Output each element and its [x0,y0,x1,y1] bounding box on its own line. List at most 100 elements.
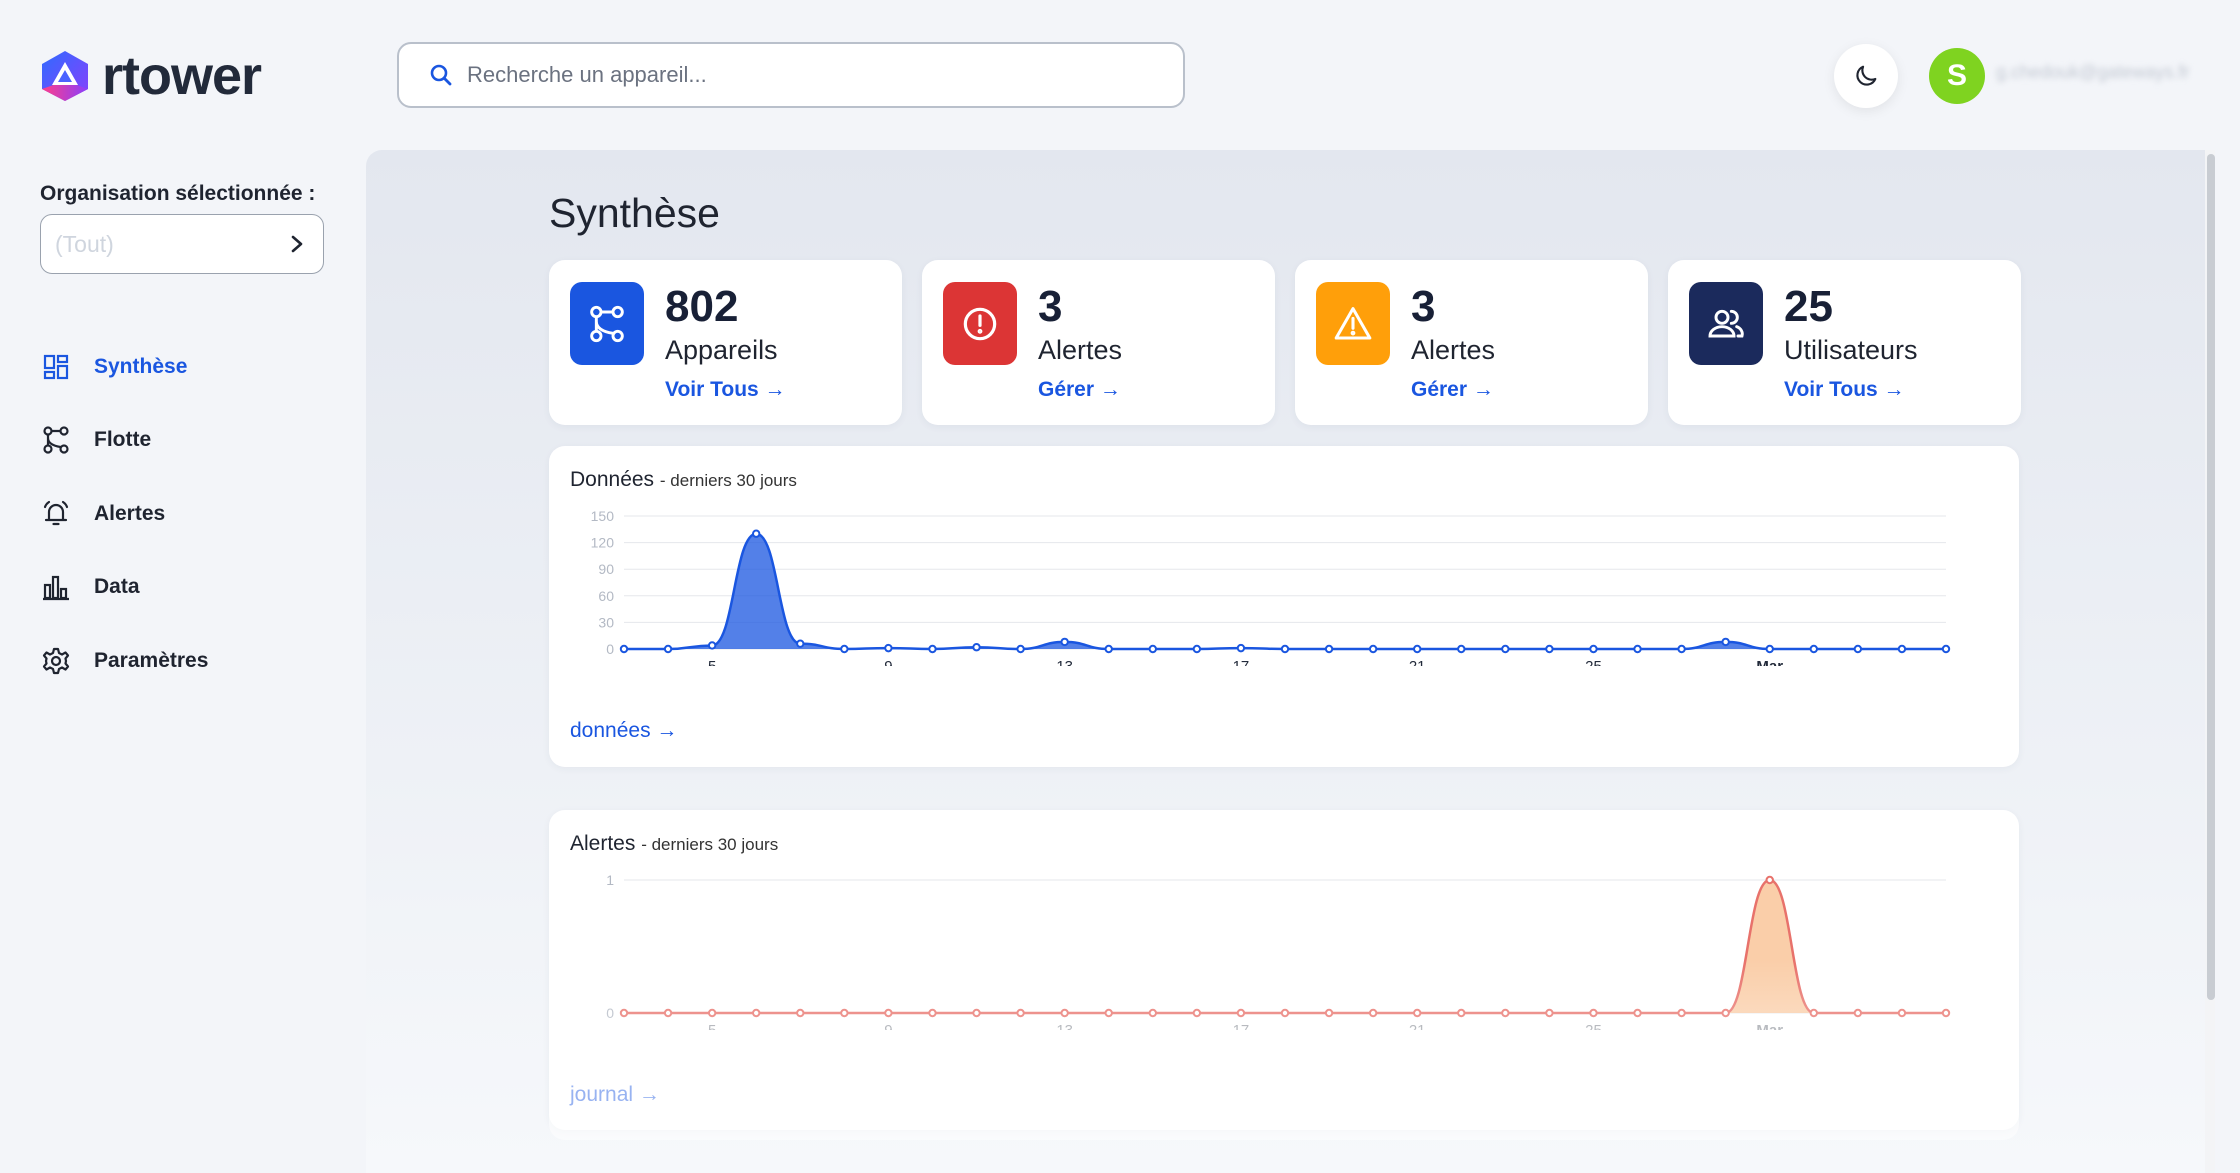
warning-icon [1316,282,1390,365]
chart-subtitle: - derniers 30 jours [659,471,797,490]
bar-chart-icon [40,571,72,603]
data-point [1589,644,1598,654]
data-point [1897,1008,1907,1018]
search-input[interactable] [467,62,1147,88]
data-point [796,639,805,648]
stat-value: 802 [665,282,739,331]
x-tick-label: 21 [1409,1022,1426,1030]
data-point [1060,1008,1069,1018]
org-select[interactable]: (Tout) [40,214,324,274]
data-point [619,644,629,654]
x-tick-label: 9 [884,658,892,666]
stat-card-users: 25 Utilisateurs Voir Tous → [1668,260,2021,425]
x-tick-label: 21 [1409,658,1426,666]
data-point [1016,644,1025,654]
y-tick-label: 0 [606,1005,614,1021]
moon-icon [1856,65,1877,86]
y-tick-label: 0 [606,641,614,657]
x-tick-label: 17 [1233,1022,1250,1030]
data-point [1721,1008,1730,1018]
data-point [1413,644,1422,654]
fleet-icon [570,282,644,365]
x-tick-label: 5 [708,658,716,666]
y-tick-label: 120 [591,535,615,551]
data-point [1897,644,1907,654]
theme-toggle-button[interactable] [1834,44,1898,108]
chart-title: Alertes - derniers 30 jours [570,832,778,856]
data-chart: 0 30 60 90 120 150 5 9 13 17 21 25 Mar [591,508,1951,666]
data-point [1457,1008,1466,1018]
x-tick-label: 13 [1056,1022,1073,1030]
data-point [752,1008,761,1018]
series-line [623,532,1946,651]
x-tick-label: 25 [1585,658,1602,666]
data-point [1765,644,1774,654]
stat-label: Appareils [665,335,778,365]
data-point [1589,1008,1598,1018]
data-point [1941,644,1951,654]
sidebar-item-parametres[interactable]: Paramètres [40,624,208,698]
sidebar-item-label: Data [94,575,140,599]
user-email[interactable]: g.chedouk@gateways.fr [1996,62,2190,82]
data-point [1809,644,1819,654]
data-point [1236,643,1246,653]
data-point [1677,644,1686,654]
sidebar-item-synthese[interactable]: Synthèse [40,330,208,404]
manage-critical-alerts-link[interactable]: Gérer → [1038,378,1121,401]
sidebar-item-alertes[interactable]: Alertes [40,477,208,551]
alerts-chart-card: Alertes - derniers 30 jours 0 1 5 9 13 17 21 25… [549,810,2019,1130]
x-tick-label: 17 [1233,658,1250,666]
view-all-devices-link[interactable]: Voir Tous → [665,378,786,401]
sidebar-item-label: Synthèse [94,354,188,378]
data-point [1016,1008,1025,1018]
data-point [1324,1008,1334,1018]
data-point [1104,1008,1113,1018]
x-tick-label: Mar [1756,658,1783,666]
logo[interactable]: rtower [40,45,262,107]
data-point [1501,1008,1510,1018]
stat-label: Utilisateurs [1784,335,1918,365]
org-select-value: (Tout) [55,230,114,257]
avatar[interactable]: S [1929,48,1985,104]
search-bar[interactable] [397,42,1185,108]
data-point [1809,1008,1819,1018]
data-point [619,1008,629,1018]
scrollbar-thumb[interactable] [2207,154,2215,1000]
data-point [840,644,849,654]
data-point [1545,1008,1554,1018]
data-point [1501,644,1510,654]
page-title: Synthèse [549,190,720,236]
journal-link[interactable]: journal → [570,1083,660,1106]
data-point [1368,1008,1378,1018]
data-point [972,1008,981,1018]
data-point [972,643,981,652]
data-point [1148,644,1157,654]
x-tick-label: 9 [884,1022,892,1030]
sidebar-item-label: Flotte [94,428,152,452]
data-link[interactable]: données → [570,719,678,742]
manage-warning-alerts-link[interactable]: Gérer → [1411,378,1494,401]
stat-card-warning-alerts: 3 Alertes Gérer → [1295,260,1648,425]
sidebar-item-flotte[interactable]: Flotte [40,404,208,478]
stat-label: Alertes [1038,335,1123,365]
sidebar-item-data[interactable]: Data [40,551,208,625]
x-tick-label: 25 [1585,1022,1602,1030]
x-tick-label: Mar [1756,1022,1783,1030]
sidebar-item-label: Paramètres [94,648,209,672]
chart-title-text: Alertes [570,832,636,855]
data-chart-card: Données - derniers 30 jours 0 30 60 90 120 15… [549,446,2019,767]
chart-title-text: Données [570,468,655,491]
y-tick-label: 150 [591,508,615,524]
data-point [1677,1008,1686,1018]
data-point [928,1008,937,1018]
logo-text: rtower [102,46,262,106]
view-all-users-link[interactable]: Voir Tous → [1784,378,1905,401]
data-point [796,1008,805,1018]
data-point [707,1008,717,1018]
alerts-chart: 0 1 5 9 13 17 21 25 Mar [606,872,1951,1030]
sidebar-nav: Synthèse Flotte Alertes Data [40,330,208,698]
stat-card-critical-alerts: 3 Alertes Gérer → [922,260,1275,425]
data-point [1324,644,1334,654]
data-point [884,1008,893,1018]
data-point [840,1008,849,1018]
